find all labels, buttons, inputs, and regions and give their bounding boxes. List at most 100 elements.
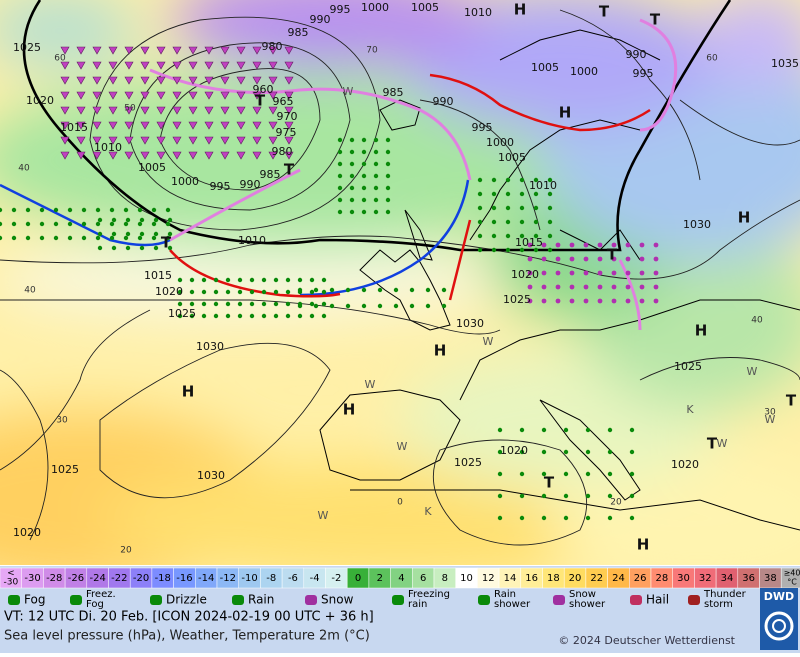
pressure-label: 995 bbox=[633, 67, 654, 80]
snow-shower-symbol bbox=[76, 106, 86, 115]
snow-shower-symbol bbox=[92, 76, 102, 85]
pressure-label: 975 bbox=[276, 126, 297, 139]
snow-symbol bbox=[555, 256, 561, 262]
snow-symbol bbox=[597, 256, 603, 262]
rain-symbol bbox=[297, 313, 303, 319]
scale-label: °C bbox=[787, 578, 797, 587]
weather-letter: W bbox=[717, 437, 728, 450]
snow-symbol bbox=[639, 256, 645, 262]
pressure-center: H bbox=[434, 342, 447, 360]
rain-symbol bbox=[497, 449, 503, 455]
rain-symbol bbox=[321, 277, 327, 283]
rain-symbol bbox=[547, 191, 553, 197]
pressure-label: 1025 bbox=[454, 456, 482, 469]
logo-text: DWD bbox=[764, 590, 794, 603]
snow-shower-symbol bbox=[204, 46, 214, 55]
snow-symbol bbox=[583, 256, 589, 262]
rain-symbol bbox=[167, 217, 173, 223]
legend-label: shower bbox=[494, 599, 531, 610]
legend-icon bbox=[478, 595, 490, 605]
rain-symbol bbox=[237, 301, 243, 307]
snow-symbol bbox=[569, 284, 575, 290]
rain-symbol bbox=[477, 205, 483, 211]
snow-symbol bbox=[625, 270, 631, 276]
snow-shower-symbol bbox=[60, 121, 70, 130]
rain-symbol bbox=[297, 303, 303, 309]
pressure-label: 960 bbox=[253, 83, 274, 96]
scale-label: 12 bbox=[482, 573, 495, 584]
rain-symbol bbox=[563, 493, 569, 499]
snow-symbol bbox=[625, 242, 631, 248]
rain-symbol bbox=[373, 149, 379, 155]
snow-shower-symbol bbox=[140, 91, 150, 100]
graticule-label: 30 bbox=[764, 408, 776, 418]
rain-symbol bbox=[349, 137, 355, 143]
snow-symbol bbox=[597, 284, 603, 290]
rain-symbol bbox=[497, 515, 503, 521]
legend-icon bbox=[305, 595, 317, 605]
pressure-label: 1025 bbox=[168, 307, 196, 320]
pressure-label: 990 bbox=[310, 13, 331, 26]
pressure-label: 1025 bbox=[503, 293, 531, 306]
snow-shower-symbol bbox=[60, 91, 70, 100]
rain-symbol bbox=[313, 287, 319, 293]
weather-symbols bbox=[0, 46, 659, 521]
pressure-label: 1030 bbox=[456, 317, 484, 330]
snow-shower-symbol bbox=[172, 151, 182, 160]
rain-symbol bbox=[607, 493, 613, 499]
pressure-label: 1000 bbox=[570, 65, 598, 78]
occluded-front bbox=[639, 18, 678, 132]
rain-symbol bbox=[237, 313, 243, 319]
rain-symbol bbox=[273, 289, 279, 295]
snow-shower-symbol bbox=[188, 136, 198, 145]
rain-symbol bbox=[123, 221, 129, 227]
rain-symbol bbox=[533, 205, 539, 211]
rain-symbol bbox=[153, 245, 159, 251]
rain-symbol bbox=[225, 277, 231, 283]
scale-label: -22 bbox=[111, 573, 127, 584]
pressure-label: 1020 bbox=[26, 94, 54, 107]
snow-symbol bbox=[541, 256, 547, 262]
scale-label: 30 bbox=[677, 573, 690, 584]
snow-shower-symbol bbox=[92, 106, 102, 115]
cold-front bbox=[299, 179, 470, 297]
scale-label: -20 bbox=[133, 573, 149, 584]
snow-symbol bbox=[625, 284, 631, 290]
rain-symbol bbox=[273, 277, 279, 283]
graticule-label: 70 bbox=[366, 46, 378, 56]
legend-label: shower bbox=[569, 599, 606, 610]
rain-symbol bbox=[541, 449, 547, 455]
rain-symbol bbox=[337, 209, 343, 215]
snow-shower-symbol bbox=[156, 61, 166, 70]
snow-symbol bbox=[541, 242, 547, 248]
rain-symbol bbox=[477, 247, 483, 253]
snow-shower-symbol bbox=[60, 46, 70, 55]
snow-shower-symbol bbox=[76, 61, 86, 70]
rain-symbol bbox=[585, 427, 591, 433]
description: Sea level pressure (hPa), Weather, Tempe… bbox=[4, 629, 370, 644]
pressure-label: 1010 bbox=[238, 234, 266, 247]
rain-symbol bbox=[533, 191, 539, 197]
rain-symbol bbox=[95, 207, 101, 213]
weather-legend: Fog Freez.Fog Drizzle Rain Snow FreezingrainR… bbox=[8, 589, 747, 610]
rain-symbol bbox=[313, 303, 319, 309]
rain-symbol bbox=[563, 471, 569, 477]
rain-symbol bbox=[337, 149, 343, 155]
pressure-label: 1020 bbox=[511, 268, 539, 281]
rain-symbol bbox=[533, 247, 539, 253]
rain-symbol bbox=[261, 289, 267, 295]
pressure-label: 1030 bbox=[683, 218, 711, 231]
rain-symbol bbox=[201, 301, 207, 307]
snow-shower-symbol bbox=[188, 46, 198, 55]
legend-icon bbox=[392, 595, 404, 605]
snow-shower-symbol bbox=[156, 76, 166, 85]
snow-symbol bbox=[639, 284, 645, 290]
snow-shower-symbol bbox=[204, 61, 214, 70]
snow-shower-symbol bbox=[252, 121, 262, 130]
rain-symbol bbox=[309, 301, 315, 307]
rain-symbol bbox=[385, 173, 391, 179]
rain-symbol bbox=[109, 221, 115, 227]
graticule-label: 40 bbox=[751, 316, 763, 326]
snow-shower-symbol bbox=[60, 151, 70, 160]
rain-symbol bbox=[297, 287, 303, 293]
